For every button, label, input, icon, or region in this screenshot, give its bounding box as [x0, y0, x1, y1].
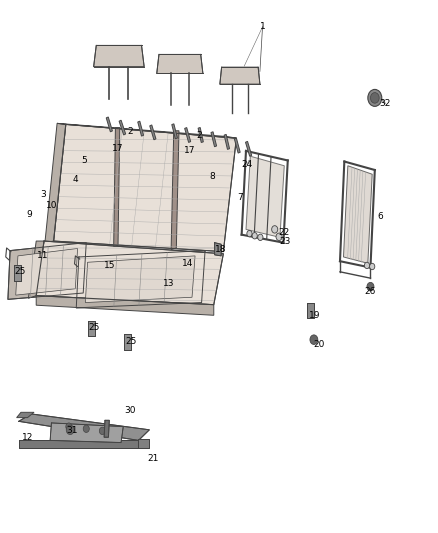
Polygon shape — [220, 67, 260, 84]
Circle shape — [66, 423, 72, 430]
Polygon shape — [246, 156, 284, 237]
Text: 17: 17 — [112, 144, 124, 154]
Text: 24: 24 — [242, 160, 253, 169]
Circle shape — [370, 263, 375, 270]
Circle shape — [247, 230, 252, 237]
Text: 25: 25 — [125, 337, 137, 346]
Text: 10: 10 — [46, 201, 57, 210]
Polygon shape — [28, 241, 44, 298]
Text: 8: 8 — [210, 172, 215, 181]
Text: 13: 13 — [163, 279, 175, 288]
Polygon shape — [106, 117, 113, 132]
Text: 22: 22 — [279, 228, 290, 237]
Polygon shape — [119, 120, 126, 135]
Text: 32: 32 — [380, 99, 391, 108]
Polygon shape — [104, 420, 110, 437]
Circle shape — [99, 427, 106, 434]
Circle shape — [66, 425, 74, 434]
Polygon shape — [185, 127, 191, 142]
Text: 7: 7 — [237, 193, 243, 202]
Text: 26: 26 — [365, 287, 376, 296]
Text: 25: 25 — [14, 268, 25, 276]
Text: 17: 17 — [184, 147, 195, 156]
Polygon shape — [19, 414, 149, 440]
Text: 6: 6 — [377, 212, 383, 221]
Polygon shape — [138, 439, 149, 448]
Text: 2: 2 — [127, 127, 133, 136]
Polygon shape — [114, 127, 120, 246]
Circle shape — [83, 425, 89, 432]
Text: 9: 9 — [27, 210, 32, 219]
Polygon shape — [343, 166, 372, 263]
Polygon shape — [57, 123, 237, 138]
Polygon shape — [198, 127, 203, 142]
Text: 2: 2 — [197, 131, 202, 140]
Polygon shape — [224, 134, 230, 149]
Circle shape — [272, 225, 278, 233]
Polygon shape — [307, 303, 314, 318]
Polygon shape — [157, 54, 203, 74]
Text: 18: 18 — [215, 245, 227, 254]
Circle shape — [252, 232, 257, 239]
Text: 5: 5 — [81, 156, 87, 165]
Circle shape — [367, 282, 374, 291]
Text: 25: 25 — [88, 323, 99, 332]
Circle shape — [371, 93, 379, 103]
Polygon shape — [234, 138, 240, 153]
Polygon shape — [172, 124, 177, 139]
Circle shape — [310, 335, 318, 344]
Text: 4: 4 — [73, 174, 78, 183]
Text: 12: 12 — [22, 433, 33, 442]
Polygon shape — [45, 123, 66, 243]
Polygon shape — [94, 45, 144, 67]
Text: 15: 15 — [103, 261, 115, 270]
Polygon shape — [150, 125, 156, 140]
Polygon shape — [88, 320, 95, 336]
Text: 31: 31 — [66, 426, 78, 435]
Circle shape — [368, 90, 382, 107]
Polygon shape — [19, 440, 138, 448]
Polygon shape — [124, 334, 131, 350]
Text: 19: 19 — [309, 311, 321, 320]
Polygon shape — [85, 256, 195, 303]
Polygon shape — [211, 132, 217, 147]
Circle shape — [364, 262, 370, 269]
Text: 23: 23 — [279, 237, 291, 246]
Text: 14: 14 — [182, 259, 193, 268]
Polygon shape — [138, 121, 144, 136]
Polygon shape — [36, 296, 214, 316]
Text: 30: 30 — [124, 406, 135, 415]
Text: 20: 20 — [314, 341, 325, 350]
Polygon shape — [8, 243, 86, 300]
Polygon shape — [215, 243, 221, 256]
Circle shape — [258, 234, 263, 240]
Text: 1: 1 — [260, 22, 265, 31]
Polygon shape — [245, 141, 252, 156]
Text: 11: 11 — [37, 252, 49, 261]
Polygon shape — [16, 248, 78, 295]
Polygon shape — [53, 124, 237, 252]
Polygon shape — [50, 423, 123, 442]
Polygon shape — [76, 251, 205, 308]
Polygon shape — [36, 241, 223, 305]
Polygon shape — [14, 265, 21, 281]
Polygon shape — [17, 413, 34, 418]
Circle shape — [276, 233, 282, 240]
Text: 21: 21 — [147, 454, 159, 463]
Polygon shape — [171, 131, 179, 249]
Text: 3: 3 — [40, 190, 46, 199]
